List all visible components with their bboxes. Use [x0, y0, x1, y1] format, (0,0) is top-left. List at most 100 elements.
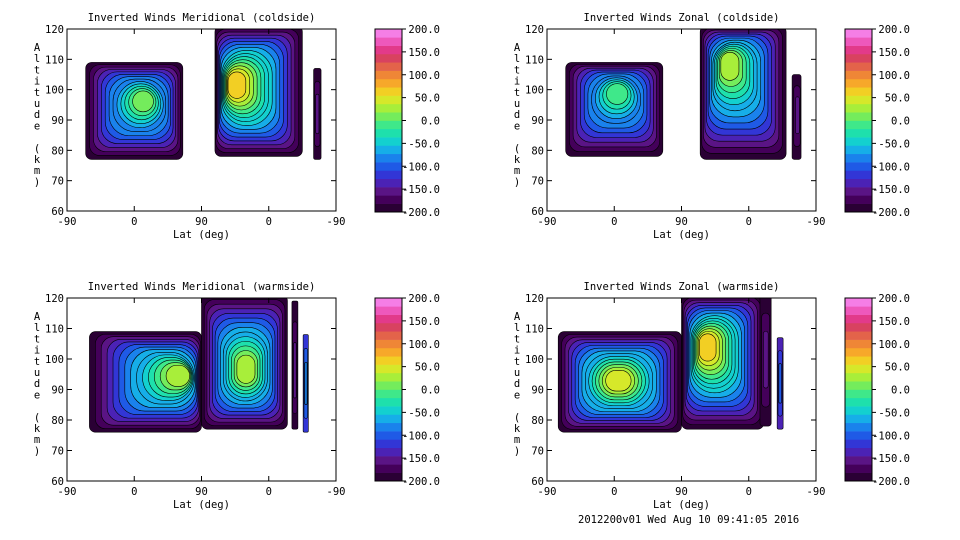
colorbar: 200.0 150.0 100.0 50.0 0.0 -50.0 -100.0 -150.0 -…: [844, 293, 910, 488]
colorbar-swatch: [375, 298, 402, 307]
colorbar: 200.0 150.0 100.0 50.0 0.0 -50.0 -100.0 -150.0 -…: [844, 24, 910, 219]
contour-region-3: [291, 300, 299, 430]
colorbar: 200.0 150.0 100.0 50.0 0.0 -50.0 -100.0 -150.0 -…: [374, 293, 440, 488]
colorbar-swatch: [375, 414, 402, 424]
colorbar-swatch: [375, 112, 402, 121]
x-tick-label: 0: [131, 216, 137, 228]
colorbar-tick-label: -50.0: [878, 138, 910, 150]
colorbar-tick-label: -150.0: [872, 453, 910, 465]
contour-field: [89, 298, 309, 433]
colorbar-swatch: [375, 153, 402, 163]
x-tick-label: 0: [746, 486, 752, 498]
y-tick-label: 80: [531, 415, 544, 427]
y-tick-label: 70: [531, 446, 544, 458]
colorbar-swatch: [375, 78, 402, 88]
colorbar-swatch: [375, 339, 402, 349]
colorbar-swatch: [375, 397, 402, 407]
colorbar-swatch: [375, 178, 402, 188]
colorbar-swatch: [845, 170, 872, 180]
colorbar-tick-label: 100.0: [408, 70, 440, 82]
colorbar-swatch: [845, 347, 872, 357]
colorbar-tick-label: -150.0: [402, 453, 440, 465]
colorbar-tick-label: -50.0: [408, 138, 440, 150]
colorbar-swatch: [845, 298, 872, 307]
contour-region-1: [89, 331, 202, 433]
colorbar-swatch: [845, 464, 872, 473]
colorbar-swatch: [375, 53, 402, 63]
colorbar-swatch: [845, 53, 872, 63]
colorbar-swatch: [375, 456, 402, 465]
colorbar-swatch: [375, 431, 402, 440]
x-axis-label: Lat (deg): [173, 229, 230, 241]
colorbar-swatch: [375, 447, 402, 457]
colorbar-swatch: [845, 37, 872, 46]
colorbar-tick-label: 150.0: [408, 316, 440, 328]
contour-region-3: [791, 74, 802, 160]
colorbar-swatch: [375, 372, 402, 382]
y-tick-label: 60: [531, 206, 544, 218]
colorbar-swatch: [845, 120, 872, 130]
y-tick-label: 90: [531, 115, 544, 127]
colorbar-swatch: [845, 397, 872, 407]
colorbar-swatch: [375, 29, 402, 38]
y-tick-label: 80: [51, 145, 64, 157]
colorbar-tick-label: -50.0: [408, 407, 440, 419]
x-tick-label: 0: [746, 216, 752, 228]
colorbar-swatch: [845, 364, 872, 374]
colorbar-swatch: [845, 145, 872, 155]
colorbar-tick-label: 0.0: [891, 385, 910, 397]
colorbar-swatch: [375, 331, 402, 340]
colorbar-swatch: [375, 137, 402, 146]
contour-region-3: [759, 298, 772, 427]
y-tick-label: 110: [525, 54, 544, 66]
colorbar-swatch: [375, 103, 402, 113]
colorbar-swatch: [845, 187, 872, 196]
colorbar-swatch: [375, 120, 402, 130]
x-axis-label: Lat (deg): [653, 499, 710, 511]
colorbar-swatch: [375, 472, 402, 482]
x-tick-label: 90: [195, 486, 208, 498]
colorbar-swatch: [845, 472, 872, 482]
colorbar-swatch: [375, 381, 402, 390]
x-tick-label: -90: [807, 486, 826, 498]
x-tick-label: 90: [195, 216, 208, 228]
x-tick-label: 90: [675, 486, 688, 498]
colorbar-tick-label: 50.0: [885, 362, 910, 374]
colorbar-swatch: [845, 70, 872, 80]
colorbar-tick-label: -100.0: [872, 161, 910, 173]
colorbar-tick-label: 150.0: [408, 47, 440, 59]
x-tick-label: 0: [131, 486, 137, 498]
chart-title: Inverted Winds Meridional (coldside): [88, 12, 316, 24]
colorbar-swatch: [845, 439, 872, 449]
colorbar-tick-label: 100.0: [878, 70, 910, 82]
colorbar-swatch: [845, 314, 872, 324]
colorbar-swatch: [845, 87, 872, 96]
x-tick-label: 0: [611, 216, 617, 228]
colorbar-tick-label: 100.0: [408, 339, 440, 351]
y-tick-label: 90: [51, 385, 64, 397]
y-tick-label: 90: [51, 115, 64, 127]
colorbar-swatch: [375, 364, 402, 374]
colorbar-swatch: [845, 339, 872, 349]
colorbar-swatch: [845, 414, 872, 424]
colorbar-tick-label: 50.0: [415, 362, 440, 374]
colorbar-swatch: [845, 78, 872, 88]
y-tick-label: 100: [525, 354, 544, 366]
colorbar-swatch: [845, 372, 872, 382]
colorbar-swatch: [845, 29, 872, 38]
y-tick-label: 110: [525, 324, 544, 336]
x-tick-label: -90: [327, 216, 346, 228]
x-tick-label: 0: [266, 486, 272, 498]
colorbar-tick-label: -100.0: [402, 161, 440, 173]
colorbar-swatch: [375, 170, 402, 180]
colorbar-tick-label: 200.0: [408, 24, 440, 36]
x-tick-label: -90: [58, 216, 77, 228]
y-tick-label: 100: [45, 85, 64, 97]
y-tick-label: 70: [51, 446, 64, 458]
